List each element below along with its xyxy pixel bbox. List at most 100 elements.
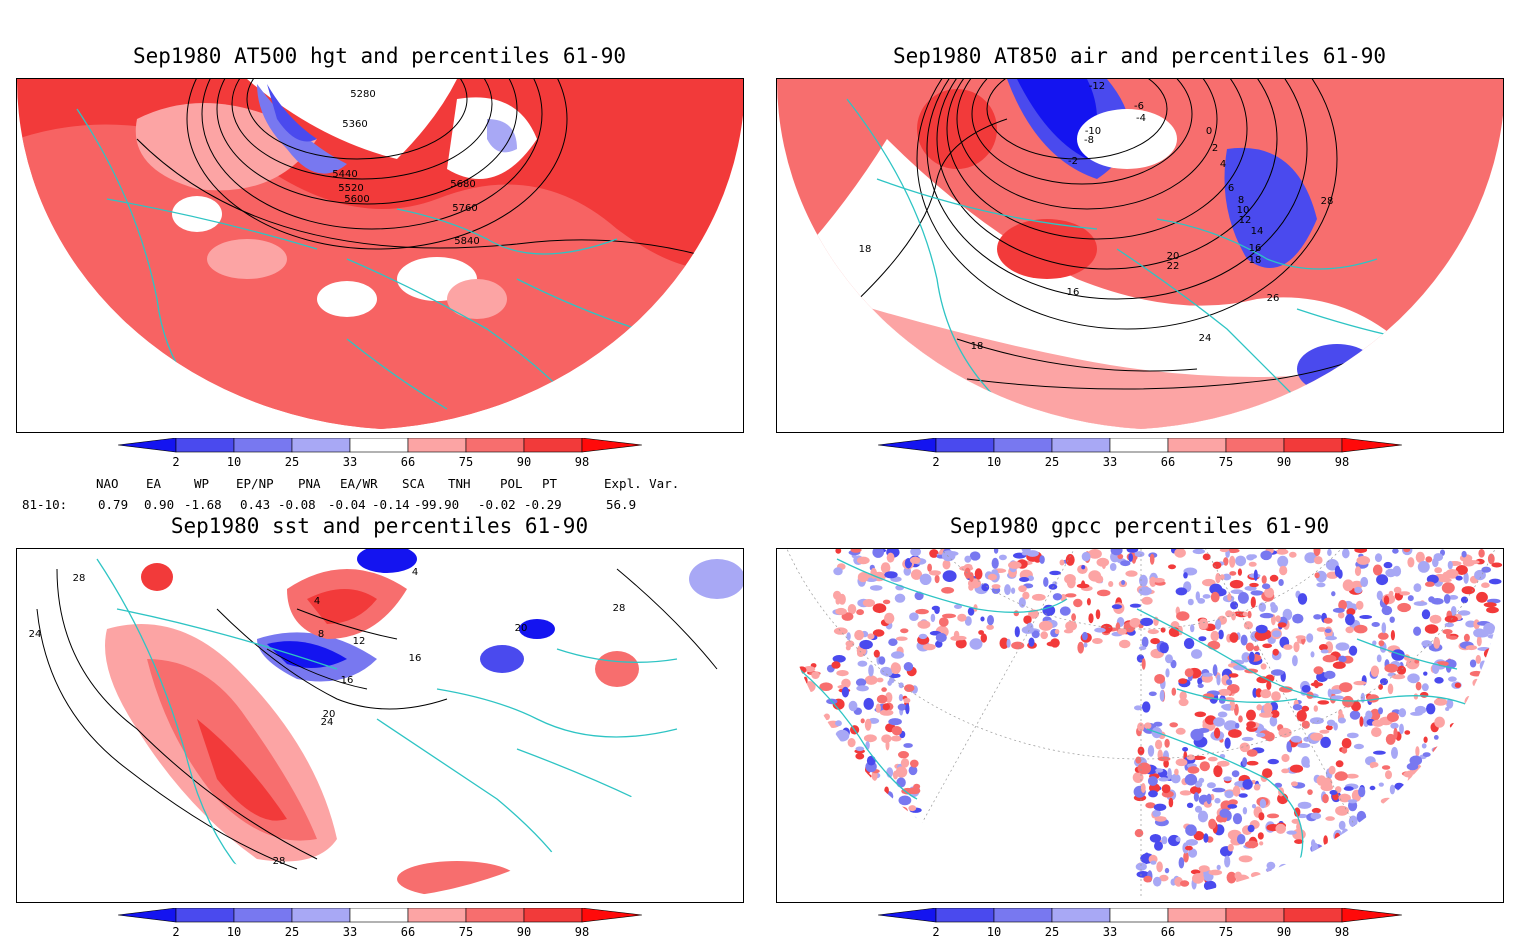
- gpcc-percentile-cell: [1338, 820, 1346, 830]
- gpcc-percentile-cell: [896, 777, 906, 788]
- colorbar-tick-label: 10: [987, 455, 1001, 468]
- gpcc-percentile-cell: [890, 662, 901, 674]
- gpcc-percentile-cell: [1073, 598, 1083, 608]
- gpcc-percentile-cell: [815, 804, 822, 817]
- index-row-label: 81-10:: [22, 497, 68, 512]
- gpcc-percentile-cell: [898, 751, 909, 759]
- gpcc-percentile-cell: [999, 637, 1009, 649]
- gpcc-percentile-cell: [991, 584, 1001, 589]
- gpcc-percentile-cell: [1161, 836, 1168, 845]
- gpcc-percentile-cell: [1288, 869, 1301, 880]
- gpcc-percentile-cell: [1435, 767, 1445, 779]
- gpcc-percentile-cell: [1169, 722, 1178, 728]
- gpcc-percentile-cell: [835, 607, 847, 616]
- gpcc-percentile-cell: [1354, 566, 1362, 577]
- colorbar-tick-label: 66: [1161, 455, 1175, 468]
- sst-contour-label: 8: [318, 629, 324, 640]
- gpcc-percentile-cell: [1129, 603, 1142, 608]
- gpcc-percentile-cell: [1424, 624, 1439, 634]
- gpcc-percentile-cell: [1260, 550, 1272, 561]
- gpcc-percentile-cell: [973, 604, 978, 612]
- gpcc-percentile-cell: [1230, 589, 1244, 594]
- sst-contour-label: 24: [321, 717, 334, 728]
- gpcc-percentile-cell: [1353, 624, 1368, 634]
- colorbar-segment: [407, 437, 467, 453]
- gpcc-percentile-cell: [1159, 642, 1169, 654]
- gpcc-percentile-cell: [1368, 866, 1375, 873]
- gpcc-percentile-cell: [1125, 570, 1138, 577]
- colorbar-segment: [1225, 437, 1285, 453]
- gpcc-percentile-cell: [1343, 850, 1352, 860]
- gpcc-percentile-cell: [788, 660, 796, 671]
- gpcc-percentile-cell: [1369, 785, 1376, 791]
- gpcc-percentile-cell: [1192, 549, 1205, 555]
- colorbar-tick-label: 66: [1161, 925, 1175, 938]
- gpcc-percentile-cell: [991, 569, 998, 575]
- gpcc-percentile-cell: [1493, 862, 1500, 872]
- index-value-tnh: -99.90: [414, 497, 460, 512]
- gpcc-percentile-cell: [1401, 810, 1408, 822]
- gpcc-percentile-cell: [1335, 760, 1344, 768]
- gpcc-percentile-cell: [1242, 807, 1248, 815]
- gpcc-percentile-cell: [1309, 717, 1324, 725]
- gpcc-percentile-cell: [894, 593, 906, 603]
- gpcc-percentile-cell: [1275, 869, 1280, 879]
- gpcc-percentile-cell: [1430, 598, 1444, 605]
- gpcc-percentile-cell: [1455, 883, 1469, 894]
- gpcc-percentile-cell: [898, 682, 904, 689]
- gpcc-percentile-cell: [1474, 699, 1485, 707]
- gpcc-percentile-cell: [819, 682, 833, 691]
- gpcc-percentile-cell: [1197, 677, 1203, 685]
- gpcc-percentile-cell: [1350, 580, 1363, 590]
- gpcc-percentile-cell: [1257, 832, 1264, 840]
- gpcc-percentile-cell: [1159, 689, 1165, 702]
- colorbar-tick-label: 75: [459, 925, 473, 938]
- gpcc-percentile-cell: [1183, 572, 1188, 579]
- gpcc-percentile-cell: [1238, 793, 1248, 798]
- gpcc-percentile-cell: [1328, 765, 1336, 775]
- gpcc-percentile-cell: [888, 718, 902, 726]
- gpcc-percentile-cell: [922, 643, 936, 651]
- gpcc-percentile-cell: [878, 656, 886, 665]
- map-panel-gpcc: [776, 548, 1504, 903]
- gpcc-percentile-cell: [1433, 553, 1444, 562]
- gpcc-percentile-cell: [1338, 870, 1347, 881]
- gpcc-percentile-cell: [1239, 742, 1250, 753]
- gpcc-percentile-cell: [1483, 672, 1497, 680]
- gpcc-percentile-cell: [1253, 784, 1261, 791]
- colorbar-hgt: 2 10 25 33 66 75 90 98: [117, 437, 643, 469]
- map-panel-hgt: 5280 5360 5440 5520 5600 5680 5760 5840: [16, 78, 744, 433]
- gpcc-percentile-cell: [1439, 771, 1451, 776]
- gpcc-percentile-cell: [1479, 660, 1488, 671]
- gpcc-percentile-cell: [1488, 827, 1496, 835]
- gpcc-percentile-cell: [855, 678, 867, 687]
- air-contour-label: -8: [1084, 135, 1094, 146]
- gpcc-percentile-cell: [1471, 831, 1479, 837]
- gpcc-percentile-cell: [1155, 739, 1163, 750]
- gpcc-percentile-cell: [805, 727, 818, 734]
- gpcc-percentile-cell: [1260, 663, 1267, 670]
- gpcc-percentile-cell: [1349, 710, 1361, 720]
- air-contour-label: 20: [1167, 251, 1180, 262]
- gpcc-percentile-cell: [1490, 717, 1496, 729]
- gpcc-percentile-cell: [1411, 829, 1419, 834]
- gpcc-percentile-cell: [1501, 878, 1503, 886]
- gpcc-percentile-cell: [1353, 680, 1367, 686]
- gpcc-percentile-cell: [873, 649, 880, 658]
- index-value-explvar: 56.9: [606, 497, 637, 512]
- gpcc-percentile-cell: [915, 608, 929, 615]
- gpcc-percentile-cell: [910, 759, 919, 768]
- gpcc-percentile-cell: [1240, 634, 1248, 646]
- gpcc-percentile-cell: [1425, 581, 1435, 587]
- gpcc-percentile-cell: [833, 801, 838, 812]
- gpcc-percentile-cell: [1469, 659, 1477, 668]
- gpcc-percentile-cell: [1261, 575, 1267, 584]
- gpcc-percentile-cell: [1359, 857, 1367, 866]
- gpcc-percentile-cell: [1408, 863, 1418, 868]
- gpcc-percentile-cell: [1275, 615, 1281, 623]
- gpcc-percentile-cell: [1309, 859, 1315, 864]
- gpcc-percentile-cell: [881, 687, 887, 692]
- gpcc-percentile-cell: [845, 645, 851, 651]
- gpcc-percentile-cell: [855, 752, 865, 760]
- gpcc-percentile-cell: [1301, 685, 1311, 693]
